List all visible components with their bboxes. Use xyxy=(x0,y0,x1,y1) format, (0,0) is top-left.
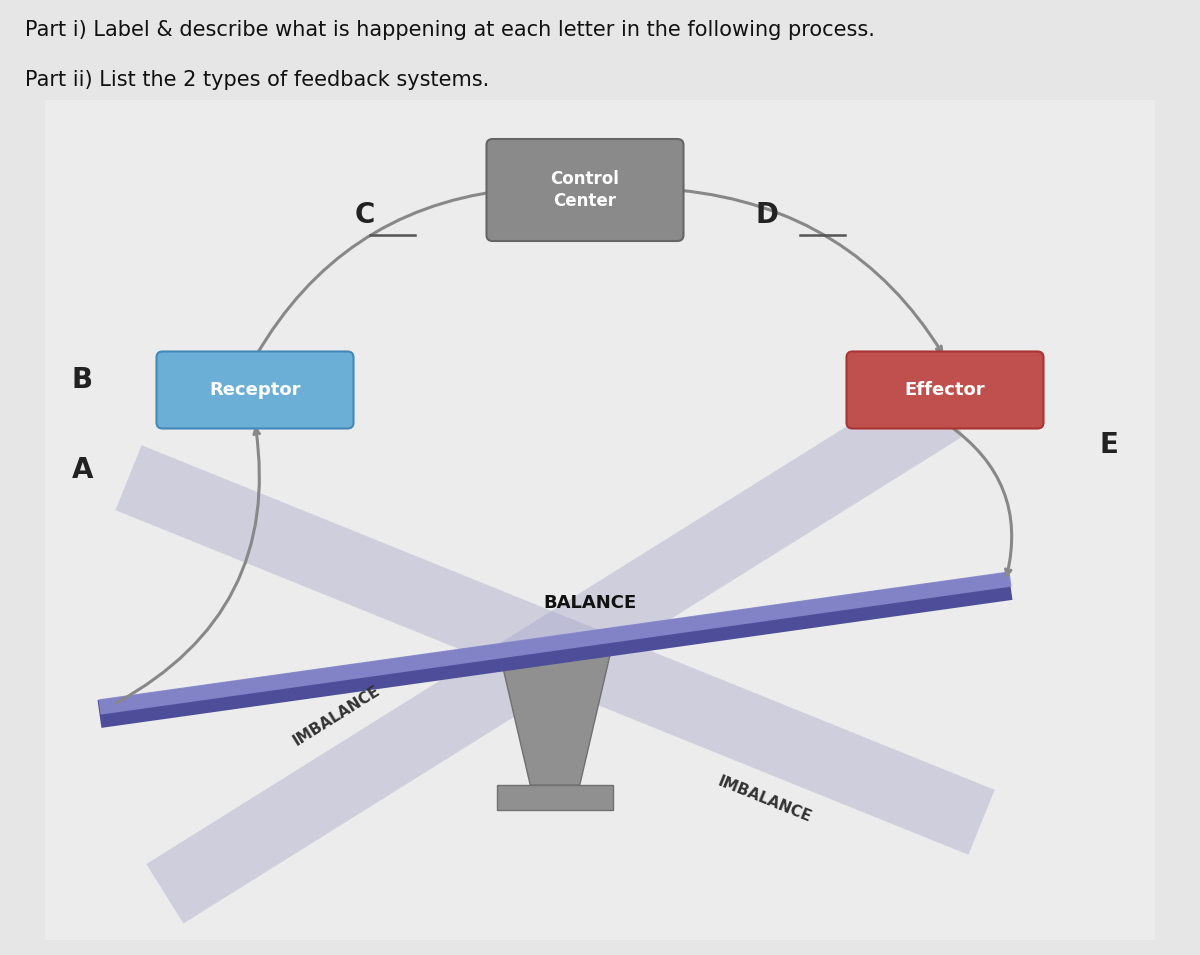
Text: A: A xyxy=(72,456,94,484)
FancyBboxPatch shape xyxy=(498,785,612,810)
Text: Part ii) List the 2 types of feedback systems.: Part ii) List the 2 types of feedback sy… xyxy=(25,70,490,90)
Text: B: B xyxy=(72,366,94,394)
Polygon shape xyxy=(146,376,964,923)
Polygon shape xyxy=(115,445,995,855)
FancyBboxPatch shape xyxy=(846,351,1044,429)
FancyBboxPatch shape xyxy=(156,351,354,429)
Polygon shape xyxy=(500,655,610,785)
Polygon shape xyxy=(97,572,1013,728)
Text: Part i) Label & describe what is happening at each letter in the following proce: Part i) Label & describe what is happeni… xyxy=(25,20,875,40)
Text: D: D xyxy=(755,201,778,229)
Polygon shape xyxy=(98,571,1012,714)
FancyBboxPatch shape xyxy=(486,139,684,241)
Text: BALANCE: BALANCE xyxy=(544,594,637,612)
Text: C: C xyxy=(355,201,376,229)
Text: Receptor: Receptor xyxy=(209,381,301,399)
Text: Effector: Effector xyxy=(905,381,985,399)
FancyBboxPatch shape xyxy=(46,100,1154,940)
Text: IMBALANCE: IMBALANCE xyxy=(715,774,814,825)
Text: E: E xyxy=(1100,431,1118,459)
Text: Control
Center: Control Center xyxy=(551,170,619,210)
Text: IMBALANCE: IMBALANCE xyxy=(290,683,383,749)
